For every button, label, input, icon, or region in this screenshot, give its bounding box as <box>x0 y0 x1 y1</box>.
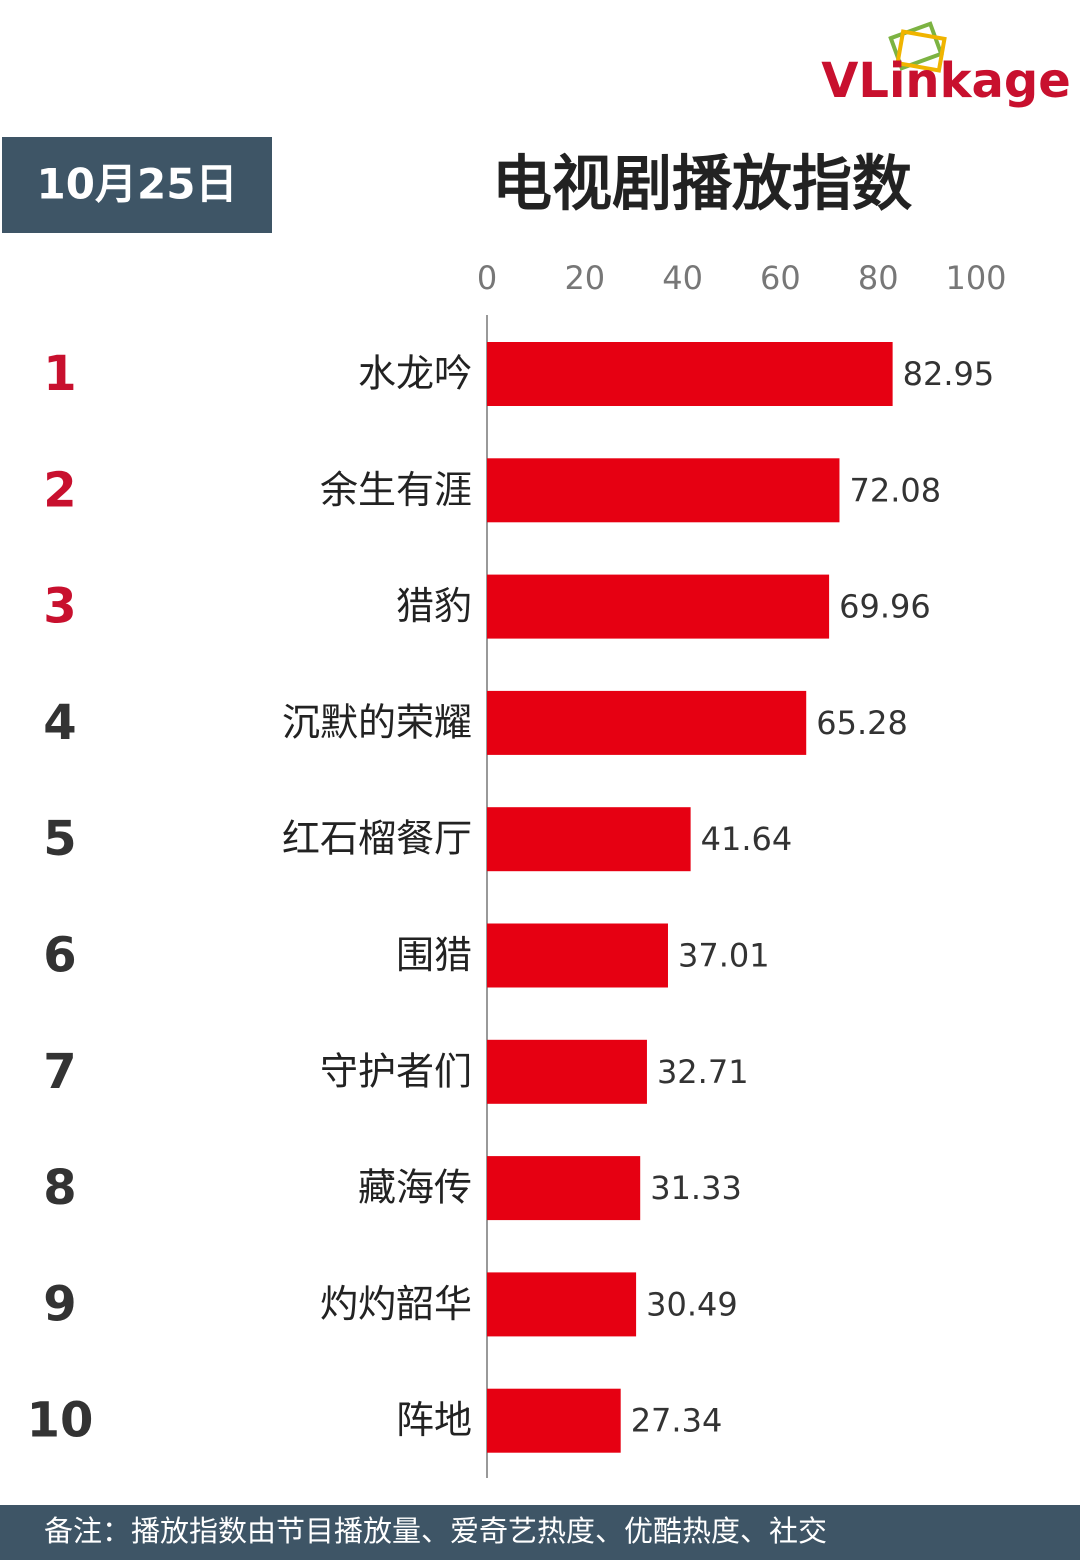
x-tick-label: 40 <box>662 259 703 297</box>
rank: 4 <box>43 695 76 751</box>
bar <box>487 1388 621 1453</box>
category-label: 守护者们 <box>320 1049 472 1093</box>
logo-icon <box>888 21 947 73</box>
bar <box>487 458 840 523</box>
rank: 9 <box>43 1276 76 1332</box>
category-label: 沉默的荣耀 <box>282 700 472 744</box>
value-label: 32.71 <box>657 1053 749 1091</box>
value-label: 72.08 <box>849 471 941 509</box>
value-label: 69.96 <box>839 588 931 626</box>
value-label: 37.01 <box>678 937 770 975</box>
x-tick-label: 100 <box>945 259 1006 297</box>
bar <box>487 690 807 755</box>
value-label: 41.64 <box>701 820 793 858</box>
rank: 10 <box>27 1393 94 1449</box>
category-label: 余生有涯 <box>320 468 472 512</box>
bar <box>487 342 893 406</box>
category-label: 灼灼韶华 <box>320 1282 472 1326</box>
rank: 5 <box>43 811 76 867</box>
date: 10月25日 <box>37 160 238 209</box>
chart-title: 电视剧播放指数 <box>492 150 912 220</box>
category-label: 水龙吟 <box>358 352 472 396</box>
value-label: 30.49 <box>646 1285 738 1323</box>
bar <box>487 923 668 988</box>
category-label: 猎豹 <box>396 584 472 628</box>
value-label: 82.95 <box>903 355 995 393</box>
logo: VLinkage <box>821 53 1071 109</box>
x-tick-label: 20 <box>564 259 605 297</box>
rank: 1 <box>43 346 76 402</box>
rank: 3 <box>43 579 76 635</box>
rank: 2 <box>43 462 76 518</box>
date-box <box>2 137 272 233</box>
x-tick-label: 80 <box>858 259 899 297</box>
bar <box>487 807 691 872</box>
value-label: 31.33 <box>650 1169 742 1207</box>
bar <box>487 574 830 639</box>
category-label: 红石榴餐厅 <box>282 817 472 861</box>
x-tick-label: 60 <box>760 259 801 297</box>
note: 备注：播放指数由节目播放量、爱奇艺热度、优酷热度、社交 <box>44 1514 827 1548</box>
category-label: 围猎 <box>396 933 472 977</box>
rank: 7 <box>43 1044 76 1100</box>
category-label: 藏海传 <box>358 1166 472 1210</box>
rank: 8 <box>43 1160 76 1216</box>
value-label: 65.28 <box>816 704 908 742</box>
x-tick-label: 0 <box>477 259 497 297</box>
value-label: 27.34 <box>631 1402 723 1440</box>
rank: 6 <box>43 928 76 984</box>
note-bar <box>0 1505 1080 1560</box>
bar <box>487 1272 637 1337</box>
bar <box>487 1039 647 1104</box>
bar <box>487 1156 641 1221</box>
category-label: 阵地 <box>396 1398 472 1442</box>
